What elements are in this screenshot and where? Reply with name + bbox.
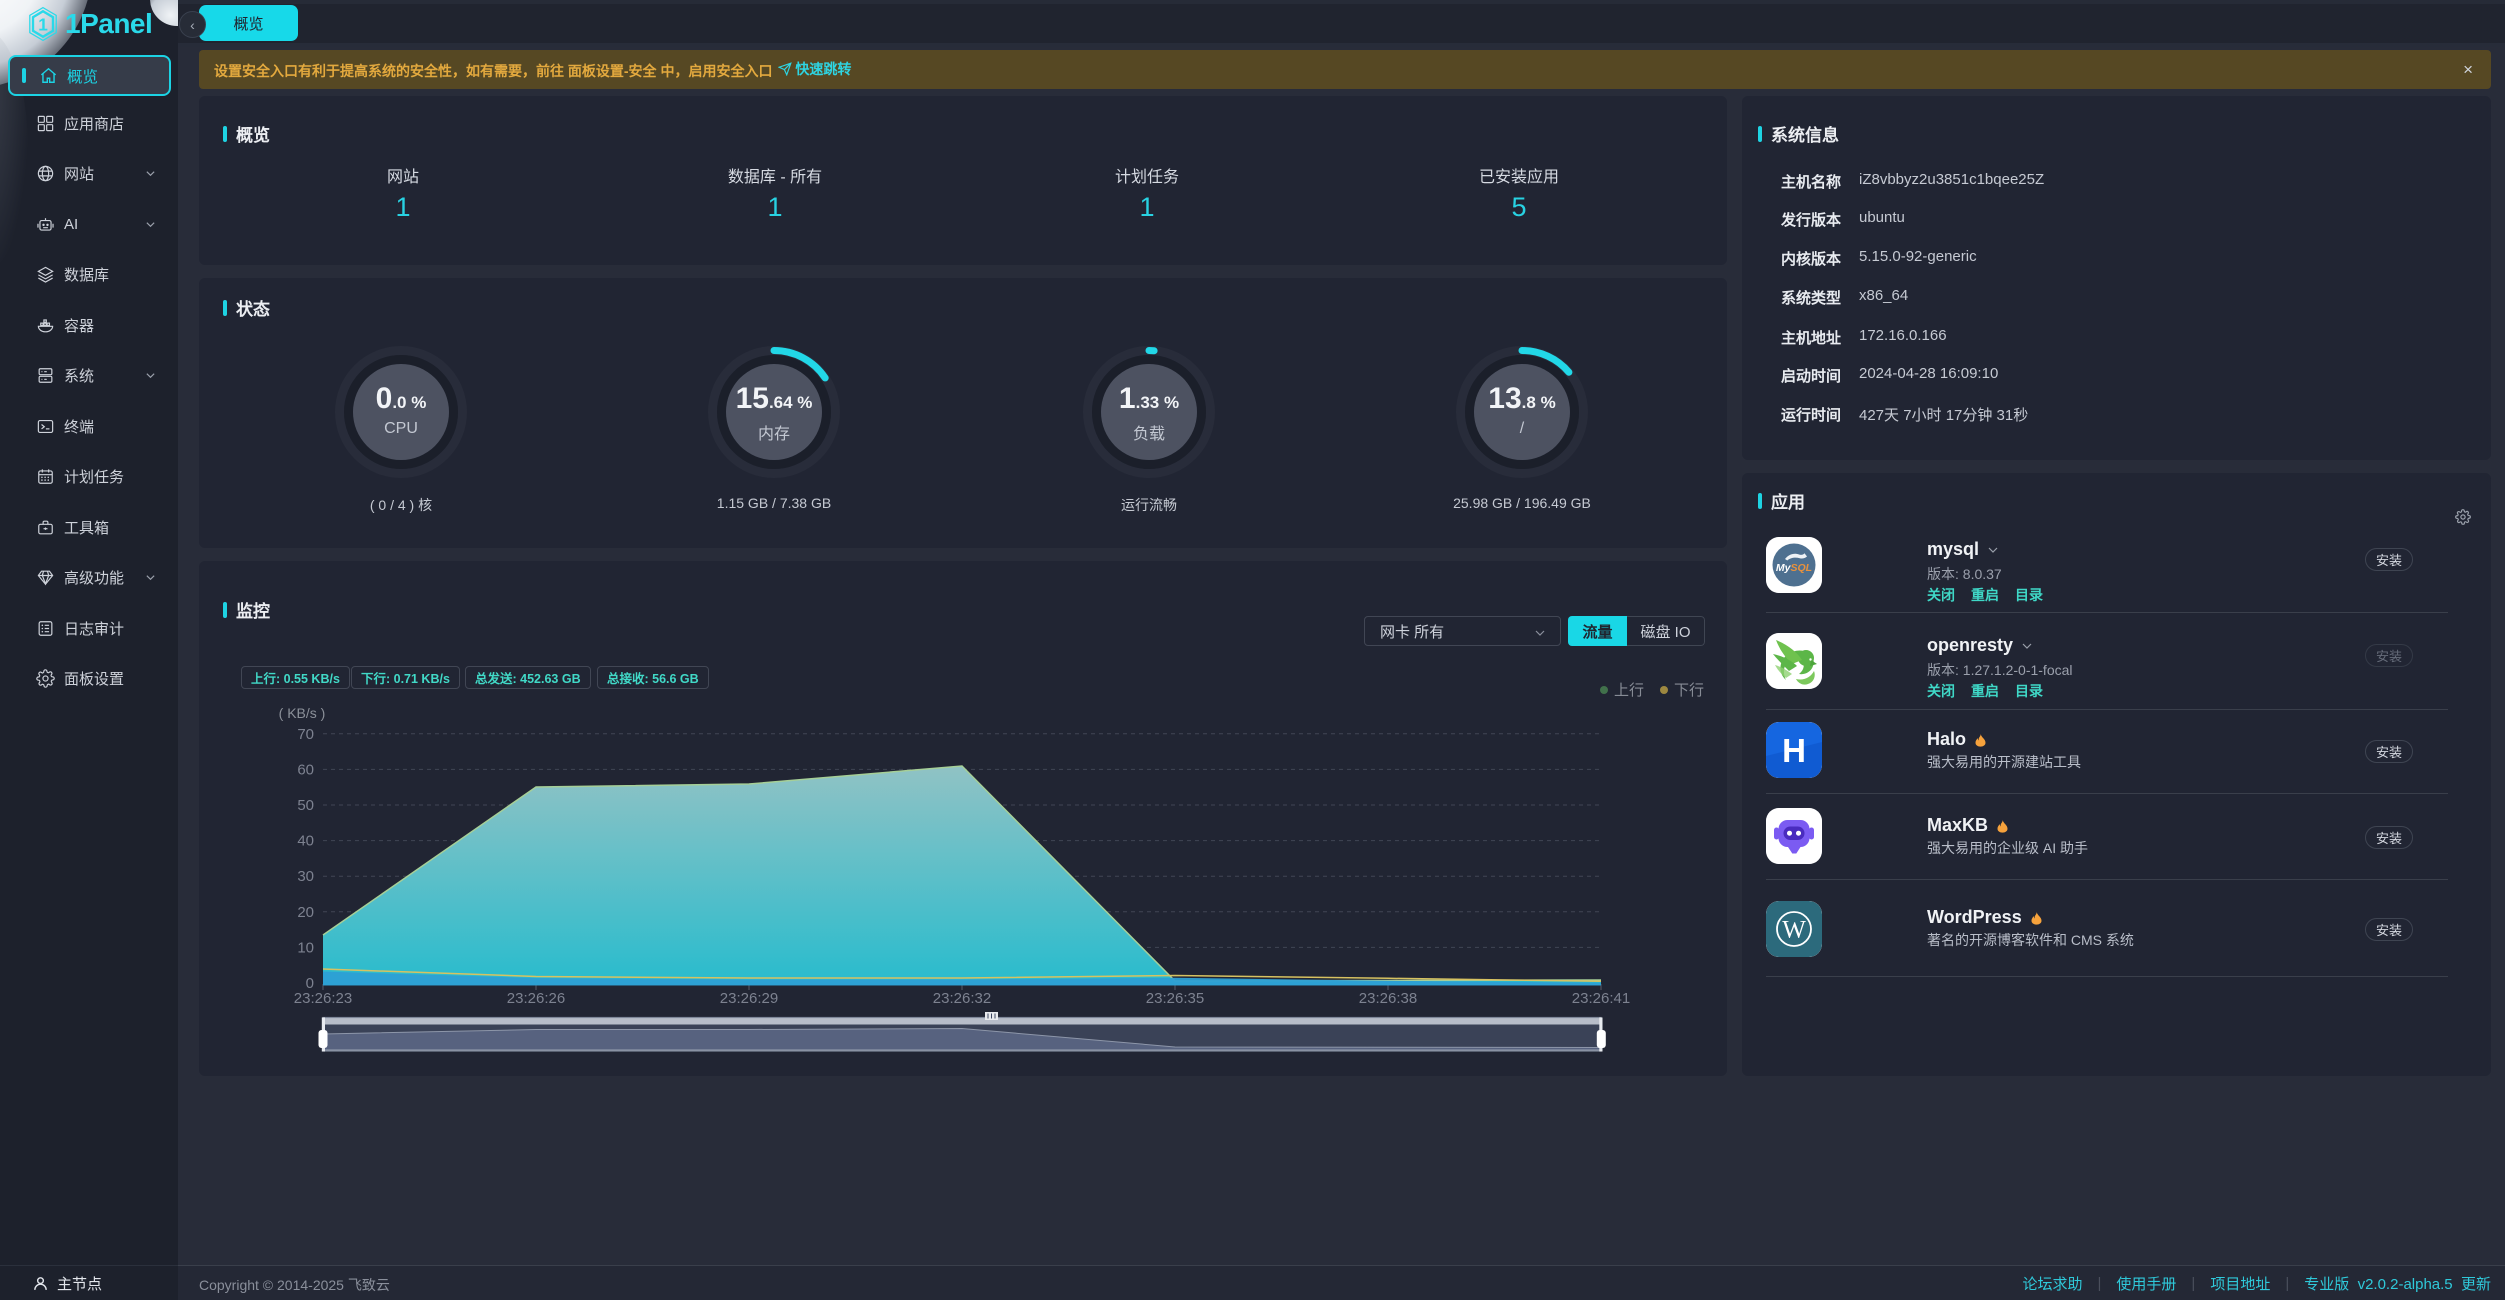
svg-text:50: 50 [297,797,314,814]
svg-text:( KB/s ): ( KB/s ) [279,705,326,721]
svg-text:23:26:23: 23:26:23 [294,990,352,1007]
svg-text:1: 1 [38,14,48,34]
svg-text:0: 0 [306,975,314,992]
svg-text:70: 70 [297,726,314,743]
svg-text:23:26:35: 23:26:35 [1146,990,1204,1007]
svg-text:60: 60 [297,761,314,778]
svg-text:40: 40 [297,833,314,850]
svg-text:10: 10 [297,939,314,956]
svg-text:20: 20 [297,904,314,921]
svg-text:23:26:26: 23:26:26 [507,990,565,1007]
svg-text:23:26:38: 23:26:38 [1359,990,1417,1007]
svg-text:MySQL: MySQL [1776,562,1812,574]
svg-text:W: W [1782,917,1806,944]
svg-text:23:26:41: 23:26:41 [1572,990,1630,1007]
svg-text:23:26:32: 23:26:32 [933,990,991,1007]
svg-text:30: 30 [297,868,314,885]
svg-text:23:26:29: 23:26:29 [720,990,778,1007]
svg-text:H: H [1782,732,1806,769]
